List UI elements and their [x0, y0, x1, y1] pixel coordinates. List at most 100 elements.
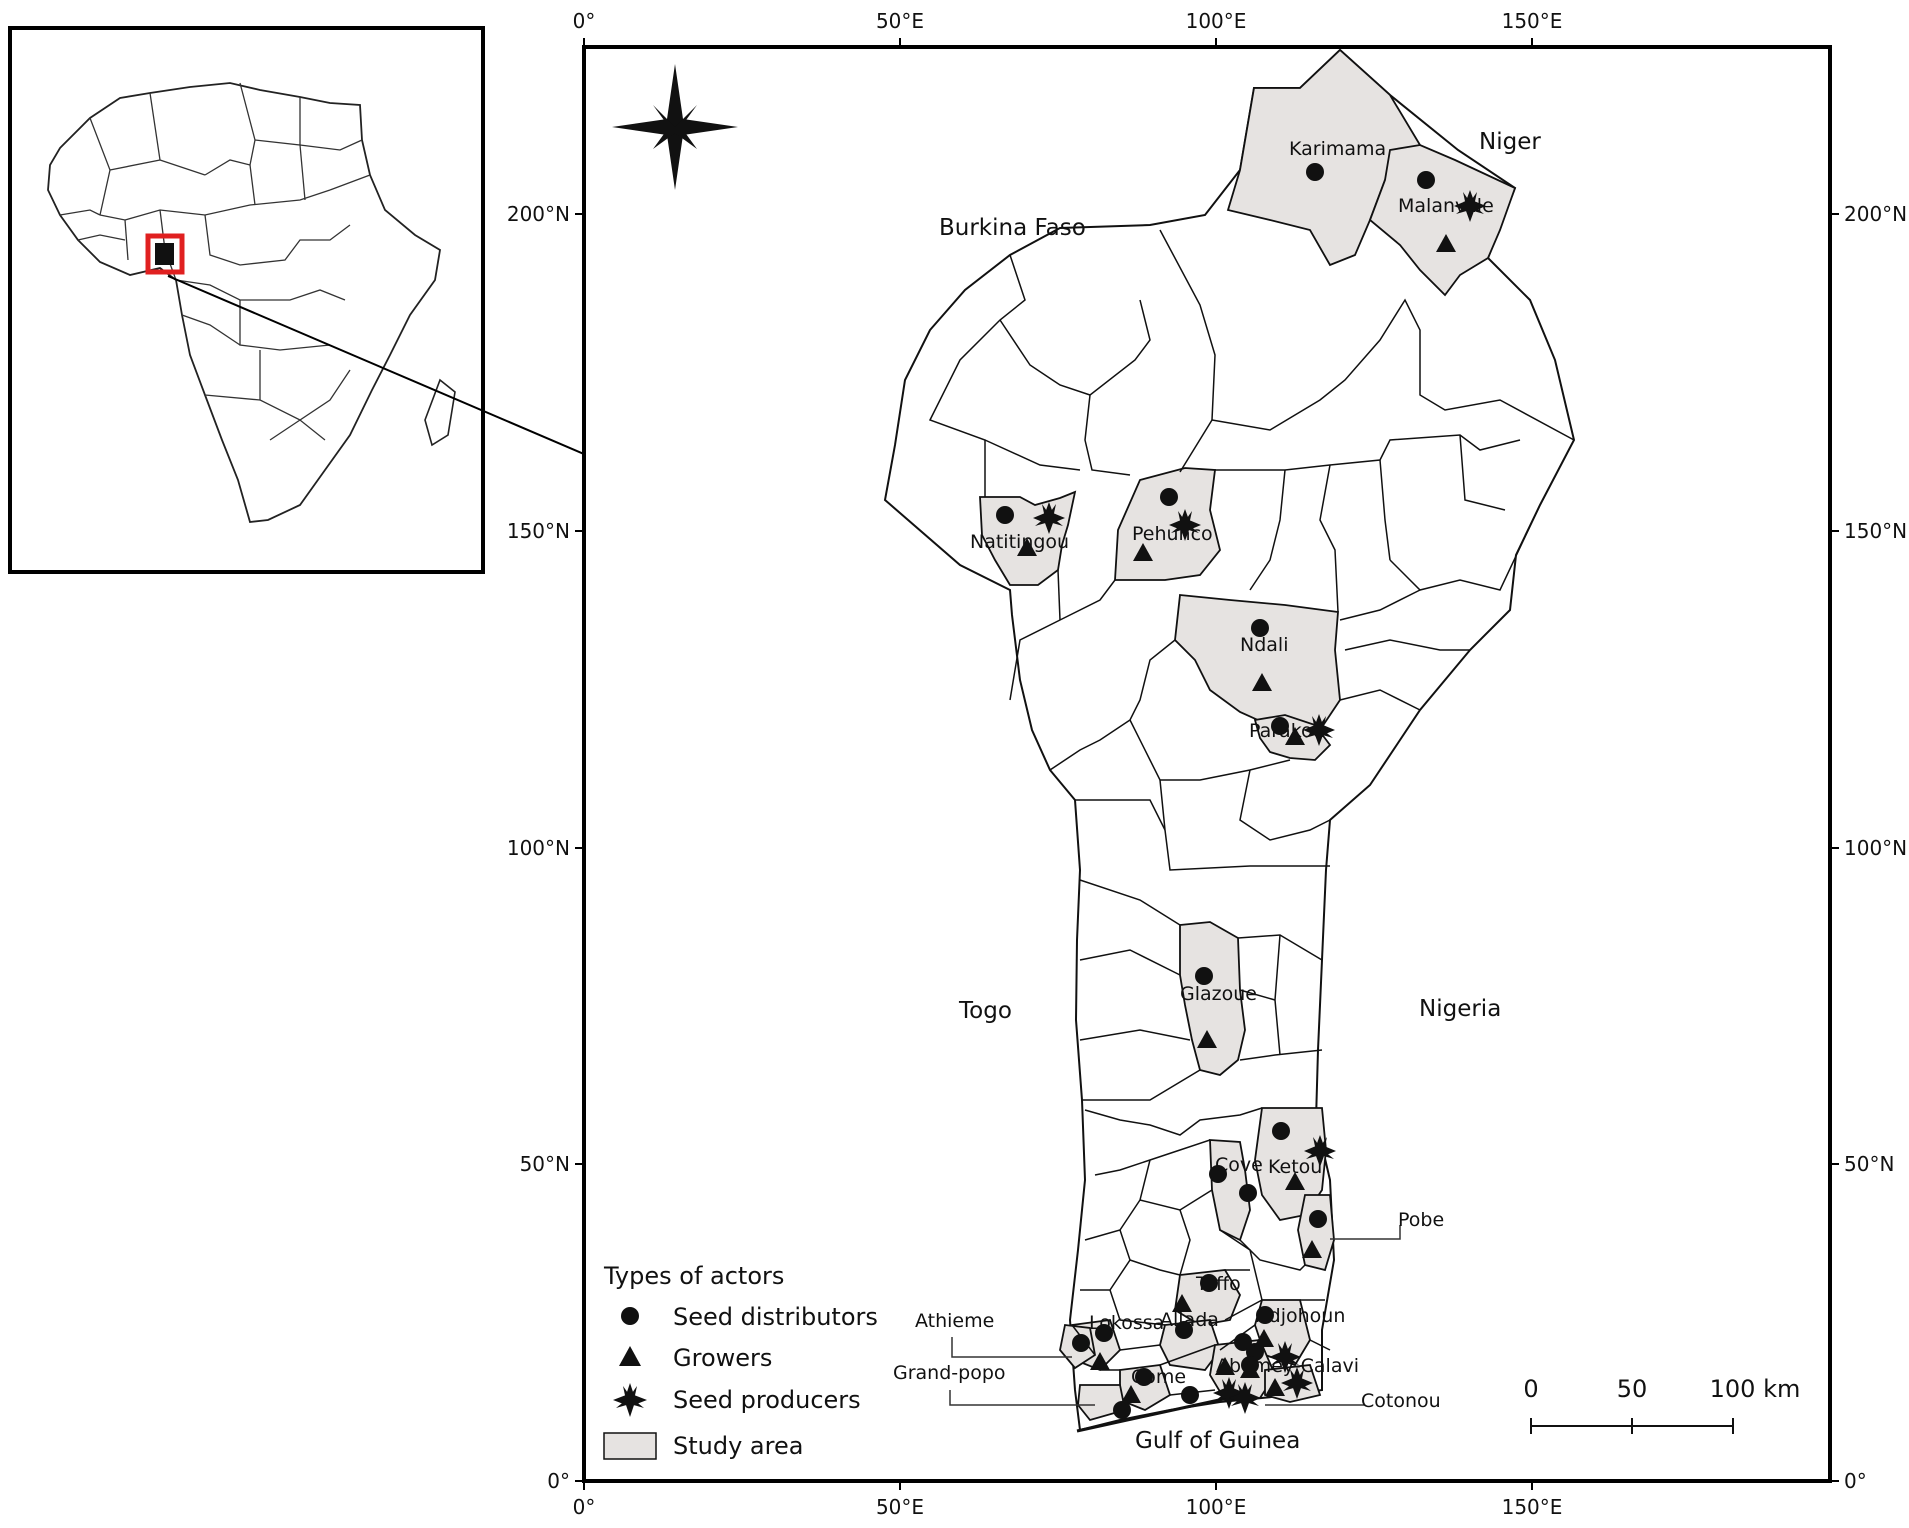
producer-marker-parakou: [1303, 714, 1335, 746]
place-label-adjohoun: Adjohoun: [1256, 1305, 1345, 1327]
benin-highlight-box: [145, 233, 185, 275]
study-area-cove: [1209, 1139, 1251, 1242]
grower-marker-toffo: [1172, 1294, 1192, 1312]
distributor-marker-grand-popo: [1113, 1401, 1131, 1419]
study-areas: [979, 48, 1517, 1422]
grower-marker-parakou: [1285, 727, 1305, 745]
right-tick-3: 50°N: [1844, 1152, 1894, 1176]
bottom-tick-2: 100°E: [1186, 1495, 1247, 1519]
distributor-marker-come: [1135, 1368, 1153, 1386]
left-tick-4: 0°: [547, 1469, 570, 1493]
top-tick-0: 0°: [573, 9, 596, 33]
grower-marker-pobe: [1302, 1240, 1322, 1258]
place-label-karimama: Karimama: [1289, 138, 1386, 160]
legend: Types of actors Seed distributors Grower…: [603, 1262, 878, 1460]
producer-markers: [1033, 190, 1486, 1414]
distributor-marker-parakou: [1271, 717, 1289, 735]
scale-bar: 0 50 100 km: [1523, 1375, 1800, 1434]
study-area-karimama: [1226, 48, 1422, 267]
compass-star-icon: [612, 64, 738, 190]
right-tick-2: 100°N: [1844, 836, 1907, 860]
place-label-cove: Cove: [1215, 1154, 1263, 1176]
top-tick-2: 100°E: [1186, 9, 1247, 33]
grower-marker-ndali: [1252, 673, 1272, 691]
place-label-pobe: Pobe: [1398, 1209, 1444, 1231]
distributor-marker-natitingou: [996, 506, 1014, 524]
grower-marker-athieme: [1090, 1352, 1110, 1370]
legend-title: Types of actors: [603, 1262, 784, 1290]
grower-marker-pehunco: [1133, 543, 1153, 561]
producer-marker-calavi-1: [1213, 1377, 1245, 1409]
right-tick-0: 200°N: [1844, 202, 1907, 226]
study-area-swatch: [603, 1432, 657, 1460]
grower-marker-come: [1121, 1385, 1141, 1403]
scale-label-0: 0: [1523, 1375, 1538, 1403]
legend-label-study-area: Study area: [673, 1432, 803, 1460]
grower-marker-adjohoun: [1254, 1329, 1274, 1347]
country-labels: Burkina Faso Niger Togo Nigeria Gulf of …: [939, 129, 1541, 1454]
distributor-marker-toffo: [1200, 1274, 1218, 1292]
study-area-pobe: [1297, 1194, 1335, 1272]
country-label-togo: Togo: [958, 998, 1012, 1024]
place-labels: Karimama Malanville Natitingou Pehunco N…: [893, 138, 1494, 1412]
place-label-cotonou: Cotonou: [1361, 1390, 1441, 1412]
distributor-marker-zagnanado: [1239, 1184, 1257, 1202]
left-tick-1: 150°N: [507, 519, 570, 543]
legend-label-growers: Growers: [673, 1344, 772, 1372]
distributor-marker-malanville: [1417, 171, 1435, 189]
scale-label-100km: 100 km: [1710, 1375, 1801, 1403]
country-label-gulf-of-guinea: Gulf of Guinea: [1135, 1428, 1300, 1454]
country-label-burkina-faso: Burkina Faso: [939, 215, 1086, 241]
producer-marker-cotonou: [1281, 1367, 1313, 1399]
legend-label-distributors: Seed distributors: [673, 1303, 878, 1331]
producer-marker-ketou: [1304, 1135, 1336, 1167]
left-tick-0: 200°N: [507, 202, 570, 226]
study-area-glazoue: [1179, 921, 1246, 1076]
study-area-malanville: [1368, 144, 1517, 297]
coastline: [1076, 1396, 1229, 1433]
place-label-glazoue: Glazoue: [1180, 983, 1257, 1005]
grower-marker-glazoue: [1197, 1030, 1217, 1048]
grower-marker-ketou: [1285, 1172, 1305, 1190]
inset-map: [8, 26, 485, 574]
africa-outline: [47, 82, 441, 523]
top-tick-3: 150°E: [1502, 9, 1563, 33]
distributor-marker-pehunco: [1160, 488, 1178, 506]
distributor-marker-athieme: [1072, 1334, 1090, 1352]
place-label-athieme: Athieme: [915, 1310, 994, 1332]
grower-marker-malanville: [1436, 234, 1456, 252]
grower-marker-calavi-1: [1215, 1357, 1235, 1375]
grower-marker-natitingou: [1017, 538, 1037, 556]
place-label-grand-popo: Grand-popo: [893, 1362, 1006, 1384]
circle-icon: [621, 1307, 639, 1325]
grower-marker-cotonou: [1265, 1378, 1285, 1396]
producer-marker-calavi-2: [1229, 1382, 1261, 1414]
producer-marker-pehunco: [1169, 509, 1201, 541]
place-label-ndali: Ndali: [1240, 634, 1288, 656]
axis-ticks: [575, 38, 1839, 1490]
producer-marker-adjohoun: [1269, 1341, 1301, 1373]
left-tick-3: 50°N: [520, 1152, 570, 1176]
bottom-tick-3: 150°E: [1502, 1495, 1563, 1519]
star-icon: [613, 1383, 647, 1417]
grower-marker-calavi-2: [1240, 1360, 1260, 1378]
main-map: 0° 50°E 100°E 150°E 0° 50°E 100°E 150°E …: [507, 9, 1907, 1519]
left-tick-2: 100°N: [507, 836, 570, 860]
benin-inset-shape: [155, 243, 174, 265]
grower-markers: [1017, 234, 1456, 1403]
axis-labels: 0° 50°E 100°E 150°E 0° 50°E 100°E 150°E …: [507, 9, 1907, 1519]
country-label-niger: Niger: [1479, 129, 1541, 155]
place-label-ketou: Ketou: [1268, 1156, 1322, 1178]
triangle-icon: [619, 1346, 641, 1366]
top-tick-1: 50°E: [876, 9, 924, 33]
right-tick-1: 150°N: [1844, 519, 1907, 543]
bottom-tick-0: 0°: [573, 1495, 596, 1519]
distributor-marker-lokossa: [1095, 1324, 1113, 1342]
distributor-marker-pobe: [1309, 1210, 1327, 1228]
producer-marker-natitingou: [1033, 502, 1065, 534]
distributor-marker-adjohoun: [1256, 1306, 1274, 1324]
producer-marker-malanville: [1454, 190, 1486, 222]
distributor-marker-karimama: [1306, 163, 1324, 181]
legend-label-producers: Seed producers: [673, 1386, 861, 1414]
